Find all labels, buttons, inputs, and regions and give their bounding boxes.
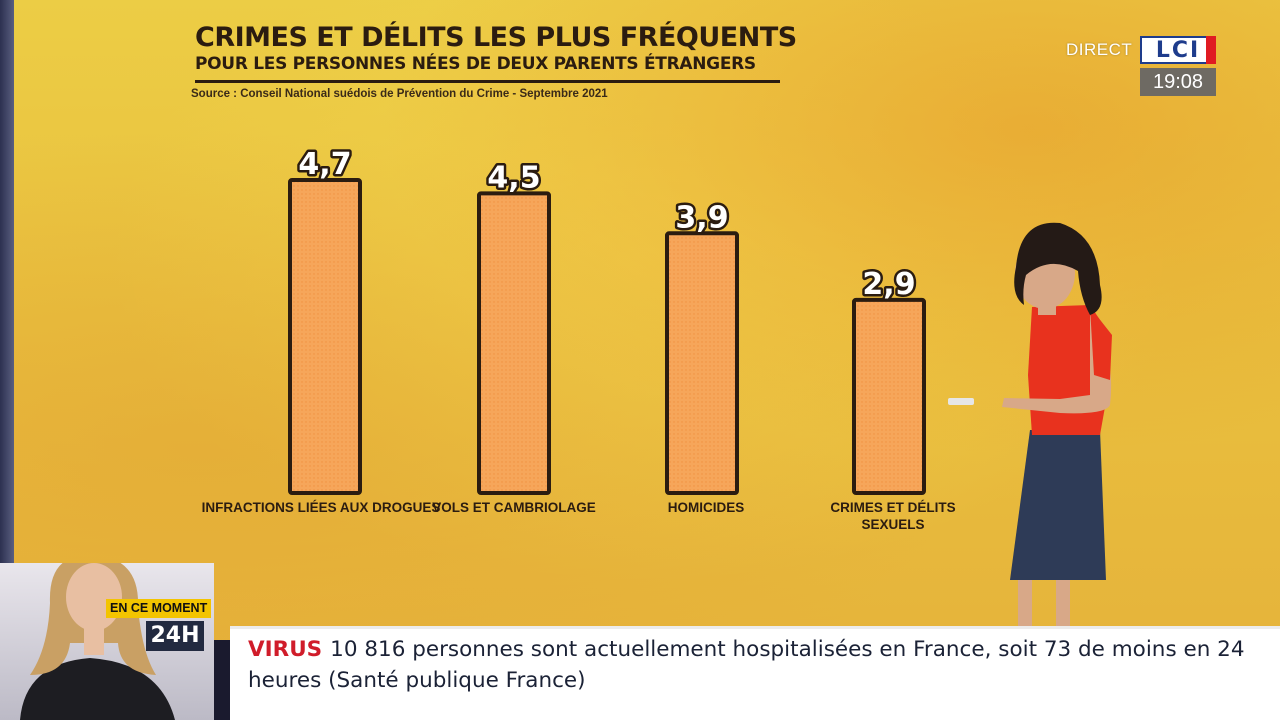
logo-red-bar: [1206, 36, 1216, 64]
ticker-category: VIRUS: [248, 637, 323, 662]
bar-3: [665, 231, 739, 496]
studio-wall-edge: [0, 0, 14, 720]
news-ticker: VIRUS 10 816 personnes sont actuellement …: [230, 626, 1280, 720]
broadcast-clock: 19:08: [1140, 68, 1216, 96]
segment-time-badge: 24H: [146, 621, 204, 651]
bar-chart: 4,7 INFRACTIONS LIÉES AUX DROGUES 4,5 VOLS …: [202, 145, 956, 533]
bar-1: [288, 178, 362, 495]
channel-logo-text: LCI: [1155, 37, 1201, 63]
anchor-portrait: [20, 563, 175, 720]
value-label-2: 4,5: [487, 160, 540, 195]
live-label: DIRECT: [1066, 40, 1133, 59]
category-label-3: HOMICIDES: [668, 500, 745, 515]
chart-source: Source : Conseil National suédois de Pré…: [191, 88, 608, 100]
presenter: [948, 222, 1112, 640]
bar-2: [477, 191, 551, 495]
category-label-1: INFRACTIONS LIÉES AUX DROGUES: [202, 500, 441, 515]
ticker-text-block: VIRUS 10 816 personnes sont actuellement …: [248, 634, 1258, 696]
title-underline: [195, 80, 780, 83]
ticker-message: 10 816 personnes sont actuellement hospi…: [248, 637, 1245, 693]
chart-subtitle: POUR LES PERSONNES NÉES DE DEUX PARENTS …: [195, 54, 756, 74]
value-label-3: 3,9: [675, 200, 728, 235]
value-label-4: 2,9: [862, 267, 915, 302]
category-label-2: VOLS ET CAMBRIOLAGE: [432, 500, 596, 515]
bar-4: [852, 297, 926, 495]
segment-badge: EN CE MOMENT: [106, 599, 212, 618]
chart-title: CRIMES ET DÉLITS LES PLUS FRÉQUENTS: [195, 22, 797, 53]
value-label-1: 4,7: [298, 147, 351, 182]
category-label-4: CRIMES ET DÉLITS SEXUELS: [830, 500, 955, 532]
channel-logo: LCI: [1140, 36, 1216, 64]
